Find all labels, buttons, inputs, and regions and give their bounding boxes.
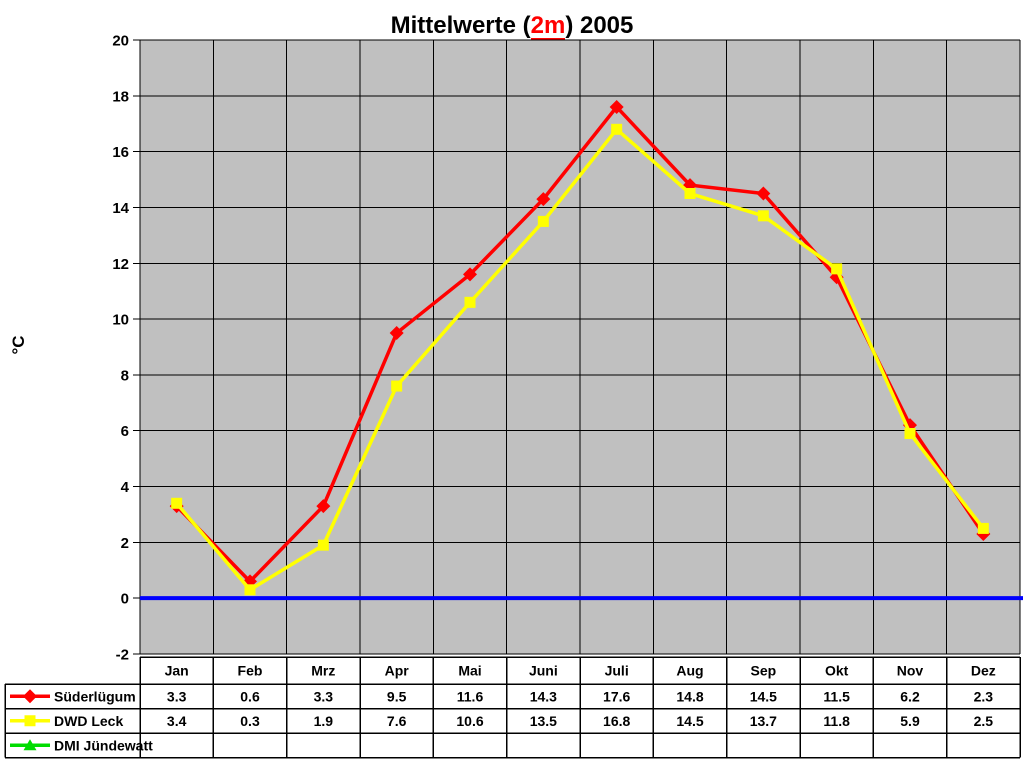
chart-title-suffix: ) 2005 bbox=[565, 12, 634, 39]
table-cell-value: 0.6 bbox=[240, 688, 260, 704]
legend-key-marker bbox=[23, 739, 37, 751]
table-cell-value: 3.3 bbox=[167, 688, 187, 704]
table-cell-value: 11.6 bbox=[457, 688, 484, 704]
data-point-marker bbox=[317, 539, 329, 551]
table-cell-value: 14.5 bbox=[750, 688, 777, 704]
month-header-label: Juni bbox=[529, 663, 558, 679]
month-header-label: Dez bbox=[971, 663, 996, 679]
y-tick-label: 12 bbox=[112, 256, 129, 273]
data-point-marker bbox=[611, 123, 623, 135]
legend-key-marker bbox=[24, 715, 36, 727]
legend-series-name: DMI Jündewatt bbox=[54, 737, 153, 753]
table-cell-value: 0.3 bbox=[240, 713, 260, 729]
series-line-square bbox=[175, 126, 985, 593]
table-cell-value: 13.7 bbox=[750, 713, 777, 729]
data-point-marker bbox=[463, 267, 477, 282]
chart-title: Mittelwerte (2m) 2005 bbox=[0, 12, 1024, 41]
month-header-label: Sep bbox=[750, 663, 776, 679]
series-line-diamond bbox=[175, 104, 985, 584]
data-point-marker bbox=[609, 99, 624, 114]
table-cell-value: 3.4 bbox=[167, 713, 187, 729]
y-tick-label: 14 bbox=[112, 200, 129, 217]
data-point-marker bbox=[464, 296, 476, 308]
table-cell-value: 9.5 bbox=[387, 688, 407, 704]
chart-title-highlight: 2m bbox=[530, 12, 566, 41]
table-cell-value: 3.3 bbox=[314, 688, 334, 704]
table-cell-value: 2.3 bbox=[974, 688, 994, 704]
data-point-marker bbox=[904, 428, 916, 440]
table-cell-value: 7.6 bbox=[387, 713, 407, 729]
data-point-marker bbox=[171, 497, 183, 509]
legend-series-name: Süderlügum bbox=[54, 688, 136, 704]
table-cell-value: 16.8 bbox=[603, 713, 630, 729]
month-header-label: Okt bbox=[825, 663, 849, 679]
month-header-label: Apr bbox=[385, 663, 410, 679]
data-point-marker bbox=[536, 192, 551, 207]
table-cell-value: 14.5 bbox=[676, 713, 703, 729]
month-header-label: Mrz bbox=[311, 663, 335, 679]
legend-key-marker bbox=[23, 689, 37, 704]
table-cell-value: 2.5 bbox=[974, 713, 994, 729]
table-cell-value: 14.8 bbox=[676, 688, 703, 704]
table-cell-value: 11.5 bbox=[823, 688, 850, 704]
y-tick-label: 18 bbox=[112, 88, 129, 105]
table-cell-value: 1.9 bbox=[314, 713, 334, 729]
y-tick-label: 2 bbox=[121, 535, 129, 552]
data-point-marker bbox=[316, 499, 331, 514]
table-cell-value: 14.3 bbox=[530, 688, 557, 704]
month-header-label: Nov bbox=[897, 663, 924, 679]
month-header-label: Jan bbox=[165, 663, 189, 679]
month-header-label: Mai bbox=[458, 663, 481, 679]
month-header-label: Feb bbox=[238, 663, 263, 679]
month-header-label: Aug bbox=[676, 663, 703, 679]
y-tick-label: 4 bbox=[121, 479, 130, 496]
data-point-marker bbox=[757, 210, 769, 222]
data-point-marker bbox=[977, 522, 989, 534]
data-point-marker bbox=[831, 263, 843, 275]
data-point-marker bbox=[389, 326, 404, 341]
y-tick-label: 10 bbox=[112, 312, 129, 329]
y-tick-label: 0 bbox=[121, 591, 129, 608]
data-point-marker bbox=[756, 186, 771, 201]
data-point-marker bbox=[537, 215, 549, 227]
month-header-label: Juli bbox=[605, 663, 629, 679]
table-cell-value: 10.6 bbox=[456, 713, 483, 729]
y-tick-label: -2 bbox=[116, 647, 129, 664]
legend-series-name: DWD Leck bbox=[54, 713, 123, 729]
data-point-marker bbox=[684, 188, 696, 199]
chart-title-prefix: Mittelwerte ( bbox=[390, 12, 531, 39]
data-point-marker bbox=[244, 584, 256, 596]
y-tick-label: 16 bbox=[112, 144, 129, 161]
table-cell-value: 6.2 bbox=[900, 688, 920, 704]
y-tick-label: 20 bbox=[112, 33, 129, 50]
table-cell-value: 5.9 bbox=[900, 713, 920, 729]
table-cell-value: 11.8 bbox=[823, 713, 850, 729]
table-cell-value: 13.5 bbox=[530, 713, 557, 729]
table-cell-value: 17.6 bbox=[603, 688, 630, 704]
y-tick-label: 8 bbox=[121, 367, 129, 384]
y-tick-label: 6 bbox=[121, 423, 129, 440]
data-point-marker bbox=[391, 380, 403, 392]
